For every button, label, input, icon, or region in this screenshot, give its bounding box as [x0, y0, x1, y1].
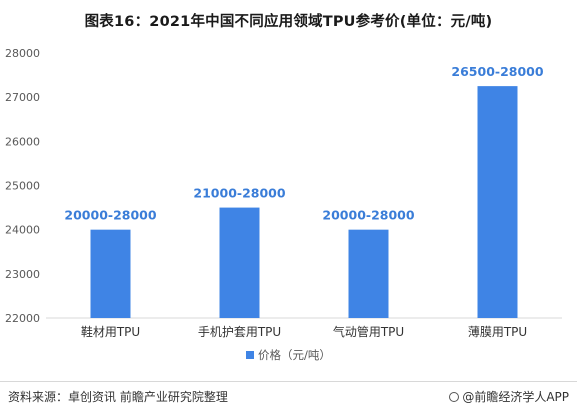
data-label: 20000-28000	[64, 208, 156, 223]
y-tick-label: 26000	[5, 135, 40, 148]
bar	[477, 86, 518, 318]
y-tick-label: 24000	[5, 224, 40, 237]
brand-text: @前瞻经济学人APP	[462, 390, 569, 404]
bar	[90, 229, 131, 318]
chart-title: 图表16：2021年中国不同应用领域TPU参考价(单位：元/吨)	[84, 14, 493, 30]
legend-swatch	[246, 351, 254, 359]
brand-credit: @前瞻经济学人APP	[449, 388, 569, 405]
data-label: 20000-28000	[322, 208, 414, 223]
y-tick-label: 28000	[5, 47, 40, 60]
data-label: 21000-28000	[193, 186, 285, 201]
x-tick-label: 气动管用TPU	[333, 324, 404, 339]
x-tick-label: 薄膜用TPU	[468, 324, 527, 339]
y-tick-label: 23000	[5, 268, 40, 281]
footer: 资料来源：卓创资讯 前瞻产业研究院整理 @前瞻经济学人APP	[0, 381, 577, 410]
brand-logo-icon	[449, 392, 460, 402]
bar	[219, 207, 260, 318]
legend-label: 价格（元/吨）	[258, 348, 331, 362]
source-note: 资料来源：卓创资讯 前瞻产业研究院整理	[8, 390, 228, 404]
y-tick-label: 25000	[5, 180, 40, 193]
bar	[348, 229, 389, 318]
x-tick-label: 鞋材用TPU	[81, 324, 140, 339]
y-tick-label: 27000	[5, 91, 40, 104]
y-tick-label: 22000	[5, 312, 40, 325]
x-tick-label: 手机护套用TPU	[198, 325, 281, 339]
data-label: 26500-28000	[451, 64, 543, 79]
